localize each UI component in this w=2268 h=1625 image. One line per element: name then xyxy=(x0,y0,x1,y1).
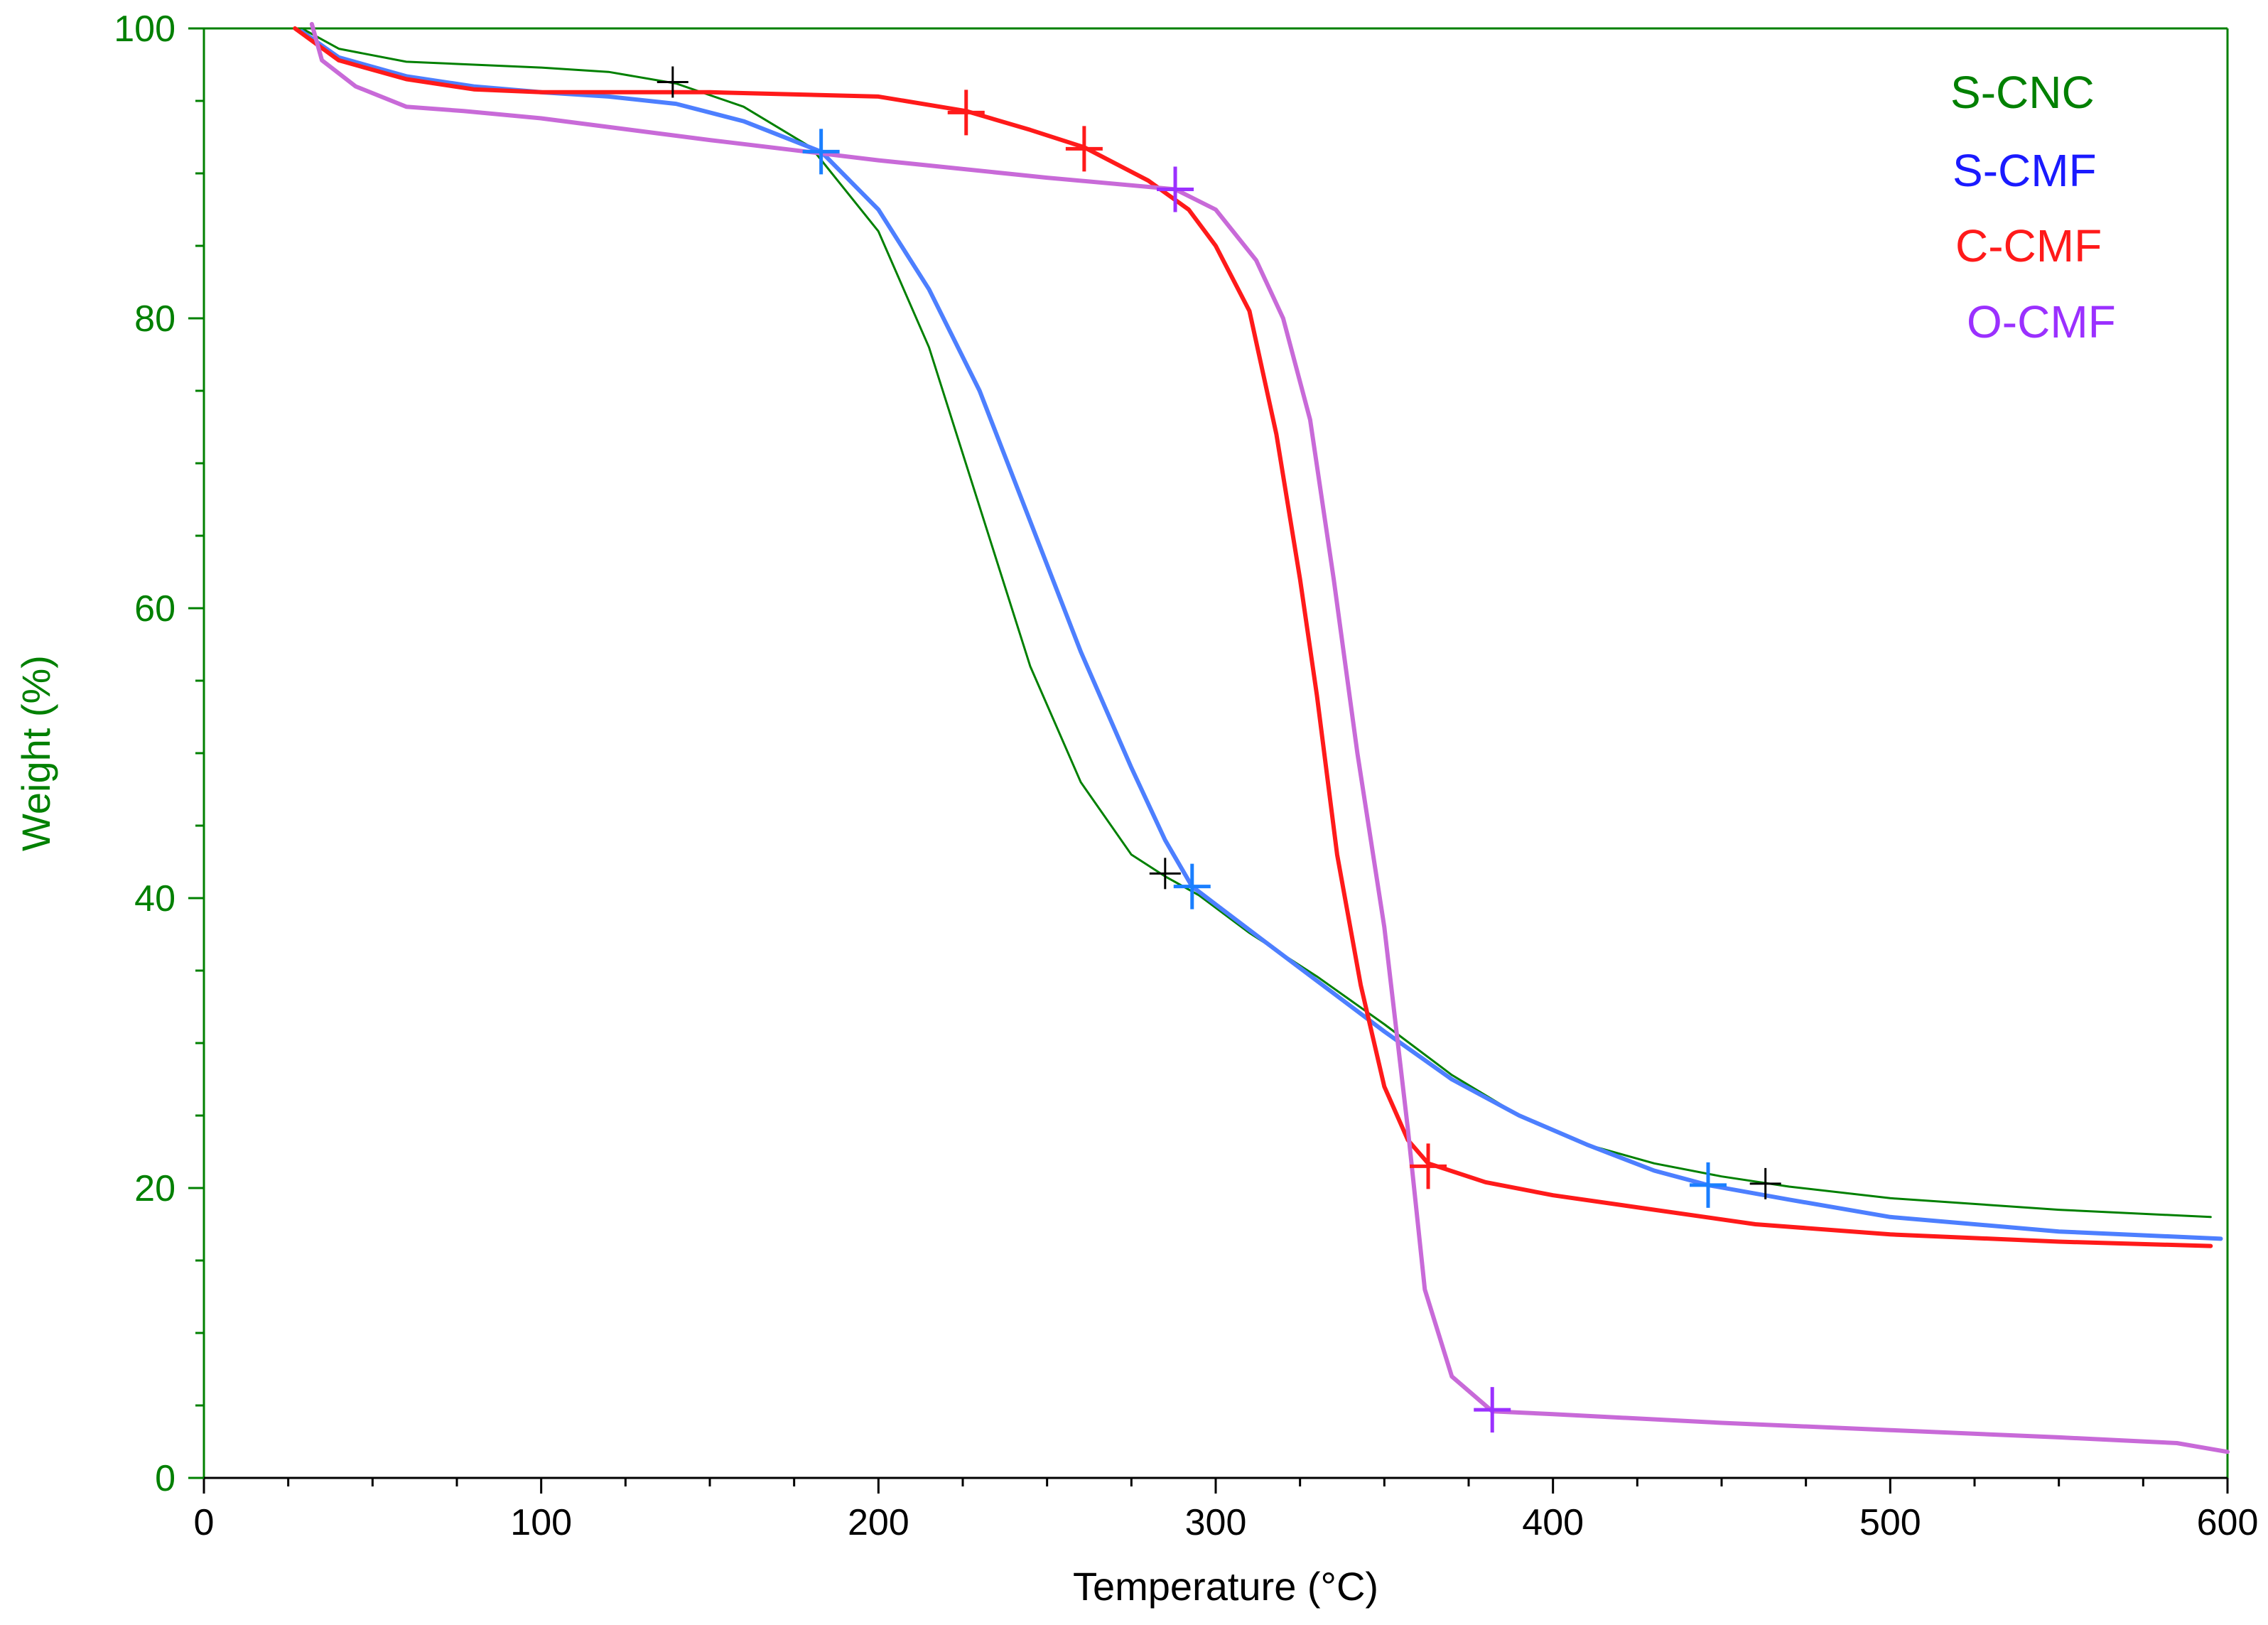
y-tick-label: 0 xyxy=(155,1458,176,1499)
series-line-s-cmf xyxy=(299,29,2223,1241)
marker-c-cmf xyxy=(1410,1143,1447,1189)
legend: S-CNC S-CMF C-CMF O-CMF xyxy=(1950,67,2116,347)
series-line-s-cnc xyxy=(301,27,2212,1219)
marker-c-cmf xyxy=(947,90,985,136)
legend-label-s-cnc: S-CNC xyxy=(1950,67,2095,118)
x-tick-label: 0 xyxy=(194,1502,215,1543)
marker-o-cmf xyxy=(1474,1387,1511,1433)
y-tick-label: 40 xyxy=(134,878,176,919)
x-tick-label: 600 xyxy=(2197,1502,2259,1543)
series-line-o-cmf xyxy=(309,21,2230,1454)
y-axis-ticks xyxy=(188,27,204,1479)
y-tick-label: 80 xyxy=(134,298,176,340)
series-line-c-cmf xyxy=(293,26,2213,1248)
x-tick-label: 500 xyxy=(1859,1502,1921,1543)
legend-label-c-cmf: C-CMF xyxy=(1955,220,2102,271)
x-tick-labels: 0 100 200 300 400 500 600 xyxy=(194,1502,2259,1543)
y-axis-title: Weight (%) xyxy=(14,655,58,851)
marker-s-cnc xyxy=(657,66,688,98)
x-tick-label: 300 xyxy=(1185,1502,1247,1543)
marker-s-cmf xyxy=(1690,1162,1727,1208)
marker-s-cnc xyxy=(1149,858,1181,890)
marker-c-cmf xyxy=(1065,126,1103,172)
y-tick-labels: 0 20 40 60 80 100 xyxy=(114,9,176,1499)
y-tick-label: 100 xyxy=(114,9,176,50)
marker-s-cnc xyxy=(1749,1167,1781,1199)
series-lines xyxy=(293,21,2230,1454)
x-axis-title: Temperature (°C) xyxy=(1073,1564,1378,1609)
y-tick-label: 60 xyxy=(134,588,176,630)
x-tick-label: 400 xyxy=(1522,1502,1584,1543)
series-markers xyxy=(657,66,1781,1433)
legend-label-o-cmf: O-CMF xyxy=(1967,296,2116,347)
x-tick-label: 100 xyxy=(510,1502,572,1543)
marker-s-cmf xyxy=(802,129,840,175)
x-axis-ticks xyxy=(202,1478,2229,1494)
y-tick-label: 20 xyxy=(134,1168,176,1209)
x-tick-label: 200 xyxy=(848,1502,909,1543)
marker-s-cmf xyxy=(1173,863,1211,909)
legend-label-s-cmf: S-CMF xyxy=(1953,145,2097,196)
marker-o-cmf xyxy=(1157,166,1194,212)
